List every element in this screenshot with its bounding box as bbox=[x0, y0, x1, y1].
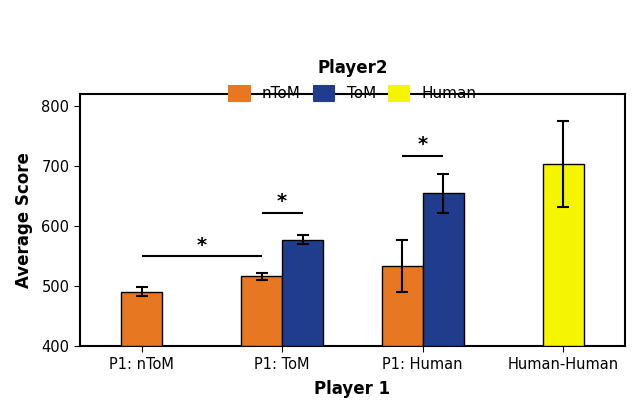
X-axis label: Player 1: Player 1 bbox=[314, 380, 390, 398]
Bar bbox=[543, 164, 584, 346]
Text: *: * bbox=[277, 192, 287, 211]
Bar bbox=[121, 292, 162, 346]
Bar bbox=[282, 240, 323, 346]
Y-axis label: Average Score: Average Score bbox=[15, 152, 33, 288]
Bar bbox=[423, 193, 464, 346]
Text: *: * bbox=[196, 235, 207, 254]
Text: *: * bbox=[418, 135, 428, 154]
Bar bbox=[381, 266, 423, 346]
Bar bbox=[241, 276, 282, 346]
Legend: nToM, ToM, Human: nToM, ToM, Human bbox=[228, 59, 477, 101]
